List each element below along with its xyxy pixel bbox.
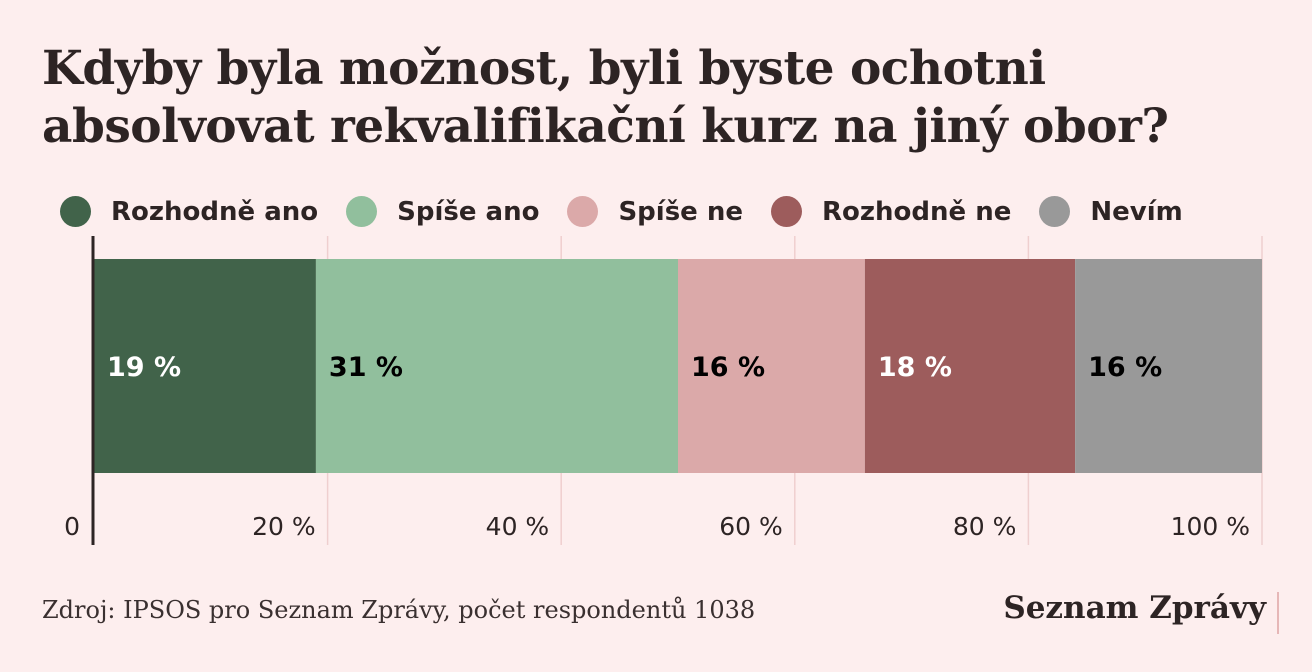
legend-item-nevim: Nevím [1039, 196, 1183, 227]
legend-swatch [771, 196, 803, 227]
x-tick-label: 40 % [486, 512, 550, 541]
x-tick-label: 100 % [1171, 512, 1250, 541]
legend-item-rozhodne-ano: Rozhodně ano [60, 196, 318, 227]
bar-segment [678, 259, 865, 473]
bar-segment [94, 259, 316, 473]
legend-swatch [1039, 196, 1071, 227]
legend-label: Spíše ano [397, 196, 540, 227]
x-tick-label: 80 % [953, 512, 1017, 541]
legend-label: Nevím [1090, 196, 1183, 227]
legend-item-spise-ano: Spíše ano [346, 196, 539, 227]
bar-value-label: 16 % [1088, 352, 1162, 383]
brand-logo-text: Seznam Zprávy [1003, 590, 1266, 626]
bar-value-label: 18 % [878, 352, 952, 383]
legend: Rozhodně ano Spíše ano Spíše ne Rozhodně… [60, 196, 1211, 227]
legend-item-spise-ne: Spíše ne [567, 196, 743, 227]
legend-label: Spíše ne [618, 196, 744, 227]
chart-title: Kdyby byla možnost, byli byste ochotni a… [42, 41, 1169, 154]
legend-item-rozhodne-ne: Rozhodně ne [771, 196, 1011, 227]
bar-segment [315, 259, 678, 473]
legend-swatch [346, 196, 378, 227]
brand-divider [1277, 592, 1279, 634]
legend-swatch [567, 196, 599, 227]
bar-value-label: 19 % [107, 352, 181, 383]
source-note: Zdroj: IPSOS pro Seznam Zprávy, počet re… [42, 596, 756, 624]
x-tick-label: 0 [64, 512, 80, 541]
bar-value-label: 31 % [329, 352, 403, 383]
legend-label: Rozhodně ne [822, 196, 1012, 227]
bar-segment [1075, 259, 1262, 473]
x-tick-label: 20 % [252, 512, 316, 541]
bar-segment [864, 259, 1076, 473]
legend-label: Rozhodně ano [111, 196, 319, 227]
bar-value-label: 16 % [691, 352, 765, 383]
x-tick-label: 60 % [719, 512, 783, 541]
legend-swatch [60, 196, 91, 227]
